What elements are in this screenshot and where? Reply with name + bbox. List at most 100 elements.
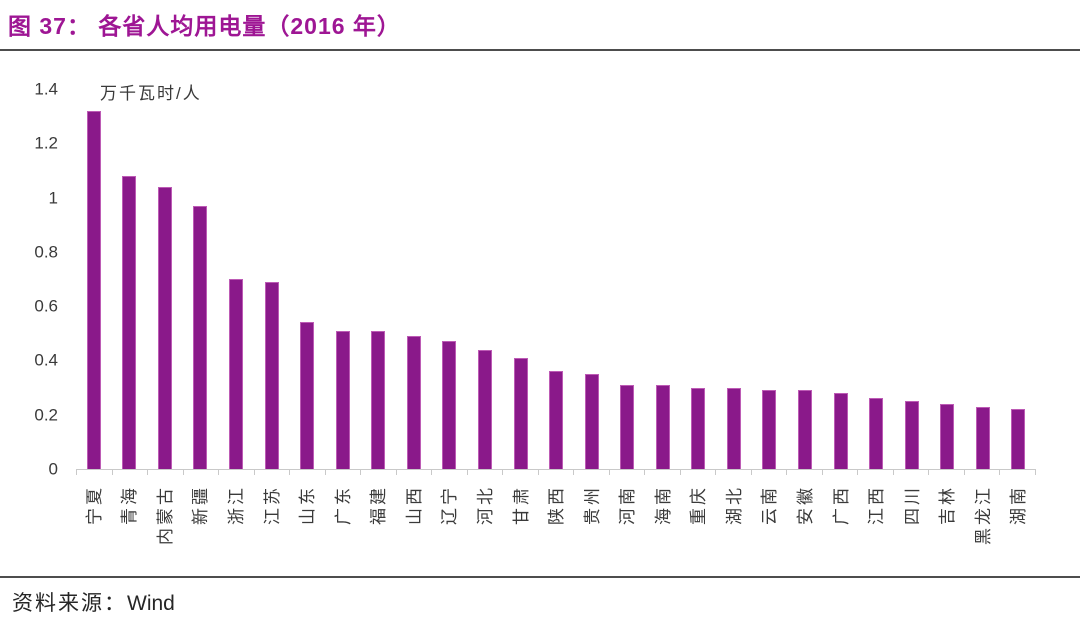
y-tick-label: 0.8 — [34, 242, 58, 262]
bar-slot-黑龙江 — [965, 89, 1001, 469]
bar — [157, 186, 172, 469]
x-axis-label: 浙江 — [227, 485, 247, 525]
y-tick-label: 0.6 — [34, 296, 58, 316]
figure-title: 图 37： 各省人均用电量（2016 年） — [8, 13, 401, 39]
bar — [584, 374, 599, 469]
bar-slot-浙江 — [218, 89, 254, 469]
x-label-slot: 河北 — [467, 479, 503, 575]
bar-chart: 1.4 1.2 1 0.8 0.6 0.4 0.2 0 万千瓦时/人 宁夏 青海 内蒙古 新疆 浙江江… — [0, 51, 1080, 576]
bar-slot-广东 — [325, 89, 361, 469]
x-tick — [253, 469, 290, 475]
x-tick — [750, 469, 787, 475]
x-axis-label: 江苏 — [262, 485, 282, 525]
bar — [229, 279, 244, 469]
x-tick — [715, 469, 751, 475]
bar-slot-贵州 — [574, 89, 610, 469]
x-tick — [395, 469, 432, 475]
x-label-slot: 河南 — [609, 479, 645, 575]
x-axis-labels: 宁夏 青海 内蒙古 新疆 浙江 江苏 山东 广东 福建 山西 辽宁 河北 甘肃 陕西 贵州 河南 海南 重庆 湖北云… — [76, 479, 1036, 575]
bar — [904, 401, 919, 469]
bar-slot-四川 — [894, 89, 930, 469]
bar-slot-内蒙古 — [147, 89, 183, 469]
x-axis-label: 河北 — [475, 485, 495, 525]
x-axis-label: 新疆 — [191, 485, 211, 525]
x-tick — [644, 469, 680, 475]
x-label-slot: 黑龙江 — [965, 479, 1001, 575]
bar-slot-山西 — [396, 89, 432, 469]
x-label-slot: 湖北 — [716, 479, 752, 575]
x-tick — [466, 469, 503, 475]
bar-slot-新疆 — [183, 89, 219, 469]
x-label-slot: 山西 — [396, 479, 432, 575]
x-axis-label: 广西 — [831, 485, 851, 525]
bar-slot-广西 — [823, 89, 859, 469]
y-tick-label: 0 — [48, 459, 58, 479]
x-axis-label: 河南 — [618, 485, 638, 525]
x-tick — [182, 469, 219, 475]
y-tick-label: 1 — [48, 188, 58, 208]
x-axis-label: 海南 — [653, 485, 673, 525]
x-tick — [963, 469, 1000, 475]
x-label-slot: 青海 — [112, 479, 148, 575]
bar — [122, 175, 137, 469]
bar — [513, 357, 528, 469]
x-label-slot: 湖南 — [1001, 479, 1037, 575]
bar — [869, 398, 884, 469]
bar-slot-山东 — [289, 89, 325, 469]
y-tick-label: 1.4 — [34, 79, 58, 99]
x-axis-label: 辽宁 — [440, 485, 460, 525]
plot-area — [76, 89, 1036, 475]
x-label-slot: 四川 — [894, 479, 930, 575]
bar-slot-江西 — [858, 89, 894, 469]
bar — [833, 393, 848, 469]
bar-slot-甘肃 — [503, 89, 539, 469]
x-axis-label: 山东 — [298, 485, 318, 525]
bar-slot-辽宁 — [432, 89, 468, 469]
x-axis-label: 宁夏 — [84, 485, 104, 525]
bar-slot-河北 — [467, 89, 503, 469]
x-tick — [431, 469, 467, 475]
bar — [620, 384, 635, 469]
x-label-slot: 宁夏 — [76, 479, 112, 575]
bar — [726, 387, 741, 469]
bar — [762, 390, 777, 469]
x-axis-label: 福建 — [369, 485, 389, 525]
x-tick — [218, 469, 254, 475]
bar-slot-河南 — [609, 89, 645, 469]
x-label-slot: 重庆 — [681, 479, 717, 575]
x-label-slot: 安徽 — [787, 479, 823, 575]
x-label-slot: 贵州 — [574, 479, 610, 575]
x-label-slot: 海南 — [645, 479, 681, 575]
bar-slot-陕西 — [538, 89, 574, 469]
bar — [975, 406, 990, 469]
x-tick — [111, 469, 148, 475]
x-label-slot: 辽宁 — [432, 479, 468, 575]
x-axis-label: 吉林 — [938, 485, 958, 525]
x-tick — [360, 469, 396, 475]
x-label-slot: 山东 — [289, 479, 325, 575]
x-tick — [928, 469, 964, 475]
bar-slot-宁夏 — [76, 89, 112, 469]
bar-slot-吉林 — [930, 89, 966, 469]
x-axis-label: 四川 — [902, 485, 922, 525]
x-axis-label: 安徽 — [796, 485, 816, 525]
x-label-slot: 广东 — [325, 479, 361, 575]
bar — [300, 322, 315, 469]
x-tick — [502, 469, 538, 475]
x-tick — [821, 469, 858, 475]
x-tick — [324, 469, 361, 475]
bar — [264, 281, 279, 469]
y-axis-unit-label: 万千瓦时/人 — [100, 84, 202, 103]
bar — [1011, 409, 1026, 469]
x-tick — [892, 469, 929, 475]
x-label-slot: 吉林 — [930, 479, 966, 575]
x-axis-label: 江西 — [867, 485, 887, 525]
x-axis-label: 甘肃 — [511, 485, 531, 525]
x-label-slot: 新疆 — [183, 479, 219, 575]
x-tick — [786, 469, 822, 475]
x-axis-label: 内蒙古 — [155, 485, 175, 545]
x-tick — [289, 469, 325, 475]
x-tick — [573, 469, 609, 475]
x-label-slot: 内蒙古 — [147, 479, 183, 575]
